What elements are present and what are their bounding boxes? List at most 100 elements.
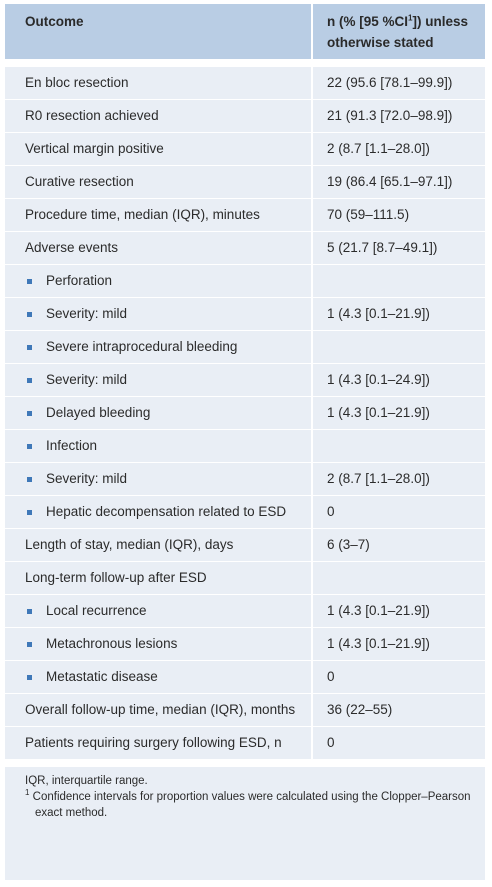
table-footnotes: IQR, interquartile range. 1 Confidence i…: [5, 759, 485, 829]
outcome-cell: Severe intraprocedural bleeding: [5, 330, 311, 363]
table-row: Metachronous lesions 1 (4.3 [0.1–21.9]): [5, 627, 485, 660]
outcome-label: Perforation: [46, 273, 113, 288]
outcome-label: R0 resection achieved: [25, 108, 159, 123]
square-bullet-icon: [27, 444, 32, 449]
outcome-label: En bloc resection: [25, 75, 129, 90]
outcome-label: Metachronous lesions: [46, 636, 178, 651]
table-row: Patients requiring surgery following ESD…: [5, 726, 485, 759]
value-cell: 1 (4.3 [0.1–21.9]): [311, 396, 485, 429]
table-row: Procedure time, median (IQR), minutes 70 …: [5, 198, 485, 231]
square-bullet-icon: [27, 510, 32, 515]
value-cell: 19 (86.4 [65.1–97.1]): [311, 165, 485, 198]
footnote-1: 1 Confidence intervals for proportion va…: [25, 789, 473, 821]
square-bullet-icon: [27, 675, 32, 680]
outcome-cell: Long-term follow-up after ESD: [5, 561, 311, 594]
outcome-label: Local recurrence: [46, 603, 147, 618]
sub-item: Metachronous lesions: [25, 634, 299, 654]
outcome-label: Patients requiring surgery following ESD…: [25, 735, 282, 750]
table-row: Severity: mild 1 (4.3 [0.1–24.9]): [5, 363, 485, 396]
sub-item: Delayed bleeding: [25, 403, 299, 423]
outcome-cell: En bloc resection: [5, 59, 311, 99]
table-row: Adverse events 5 (21.7 [8.7–49.1]): [5, 231, 485, 264]
outcome-label: Long-term follow-up after ESD: [25, 570, 207, 585]
square-bullet-icon: [27, 477, 32, 482]
value-cell: 1 (4.3 [0.1–21.9]): [311, 627, 485, 660]
outcome-cell: Perforation: [5, 264, 311, 297]
value-cell: 36 (22–55): [311, 693, 485, 726]
header-value-pre: n (% [95 %CI: [327, 14, 409, 29]
footnote-abbreviation: IQR, interquartile range.: [25, 775, 148, 787]
outcome-cell: Delayed bleeding: [5, 396, 311, 429]
outcome-cell: Overall follow-up time, median (IQR), mo…: [5, 693, 311, 726]
sub-item: Severity: mild: [25, 304, 299, 324]
outcome-cell: Vertical margin positive: [5, 132, 311, 165]
outcome-label: Hepatic decompensation related to ESD: [46, 504, 287, 519]
outcome-label: Severity: mild: [46, 372, 128, 387]
outcome-label: Metastatic disease: [46, 669, 158, 684]
outcome-label: Overall follow-up time, median (IQR), mo…: [25, 702, 296, 717]
outcome-cell: Severity: mild: [5, 297, 311, 330]
table-row: Severity: mild 1 (4.3 [0.1–21.9]): [5, 297, 485, 330]
sub-item: Hepatic decompensation related to ESD: [25, 502, 299, 522]
sub-item: Metastatic disease: [25, 667, 299, 687]
value-cell: 6 (3–7): [311, 528, 485, 561]
header-value: n (% [95 %CI1]) unless otherwise stated: [311, 4, 485, 59]
outcome-label: Length of stay, median (IQR), days: [25, 537, 234, 552]
outcome-cell: Curative resection: [5, 165, 311, 198]
outcome-label: Delayed bleeding: [46, 405, 151, 420]
table-row: Overall follow-up time, median (IQR), mo…: [5, 693, 485, 726]
outcome-label: Severe intraprocedural bleeding: [46, 339, 238, 354]
value-cell: 70 (59–111.5): [311, 198, 485, 231]
table-row: En bloc resection 22 (95.6 [78.1–99.9]): [5, 59, 485, 99]
value-cell: [311, 561, 485, 594]
value-cell: 0: [311, 495, 485, 528]
outcome-cell: Patients requiring surgery following ESD…: [5, 726, 311, 759]
header-value-post: ]) unless otherwise stated: [327, 14, 468, 50]
outcome-label: Severity: mild: [46, 306, 128, 321]
header-value-sup: 1: [408, 13, 413, 23]
outcome-cell: Severity: mild: [5, 462, 311, 495]
outcome-cell: Length of stay, median (IQR), days: [5, 528, 311, 561]
table-row: Length of stay, median (IQR), days 6 (3–7…: [5, 528, 485, 561]
value-cell: 22 (95.6 [78.1–99.9]): [311, 59, 485, 99]
outcome-cell: Adverse events: [5, 231, 311, 264]
square-bullet-icon: [27, 378, 32, 383]
outcome-cell: R0 resection achieved: [5, 99, 311, 132]
value-cell: 0: [311, 660, 485, 693]
square-bullet-icon: [27, 345, 32, 350]
outcome-cell: Metastatic disease: [5, 660, 311, 693]
outcome-cell: Hepatic decompensation related to ESD: [5, 495, 311, 528]
outcome-label: Curative resection: [25, 174, 134, 189]
sub-item: Severity: mild: [25, 469, 299, 489]
sub-item: Severity: mild: [25, 370, 299, 390]
sub-item: Perforation: [25, 271, 299, 291]
outcome-cell: Metachronous lesions: [5, 627, 311, 660]
outcome-cell: Severity: mild: [5, 363, 311, 396]
footnote-1-marker: 1: [25, 788, 30, 798]
outcome-label: Procedure time, median (IQR), minutes: [25, 207, 260, 222]
table-row: Local recurrence 1 (4.3 [0.1–21.9]): [5, 594, 485, 627]
sub-item: Severe intraprocedural bleeding: [25, 337, 299, 357]
table-row: Long-term follow-up after ESD: [5, 561, 485, 594]
table-row: Hepatic decompensation related to ESD 0: [5, 495, 485, 528]
sub-item: Local recurrence: [25, 601, 299, 621]
value-cell: 5 (21.7 [8.7–49.1]): [311, 231, 485, 264]
square-bullet-icon: [27, 411, 32, 416]
square-bullet-icon: [27, 312, 32, 317]
outcomes-table-frame: Outcome n (% [95 %CI1]) unless otherwise…: [5, 4, 485, 880]
square-bullet-icon: [27, 609, 32, 614]
table-row: Severity: mild 2 (8.7 [1.1–28.0]): [5, 462, 485, 495]
table-row: Perforation: [5, 264, 485, 297]
value-cell: 2 (8.7 [1.1–28.0]): [311, 132, 485, 165]
value-cell: 1 (4.3 [0.1–21.9]): [311, 297, 485, 330]
table-row: Vertical margin positive 2 (8.7 [1.1–28.0…: [5, 132, 485, 165]
header-outcome: Outcome: [5, 4, 311, 59]
sub-item: Infection: [25, 436, 299, 456]
value-cell: [311, 264, 485, 297]
table-row: Curative resection 19 (86.4 [65.1–97.1]): [5, 165, 485, 198]
value-cell: 2 (8.7 [1.1–28.0]): [311, 462, 485, 495]
table-row: Severe intraprocedural bleeding: [5, 330, 485, 363]
square-bullet-icon: [27, 642, 32, 647]
table-row: Infection: [5, 429, 485, 462]
value-cell: 1 (4.3 [0.1–21.9]): [311, 594, 485, 627]
